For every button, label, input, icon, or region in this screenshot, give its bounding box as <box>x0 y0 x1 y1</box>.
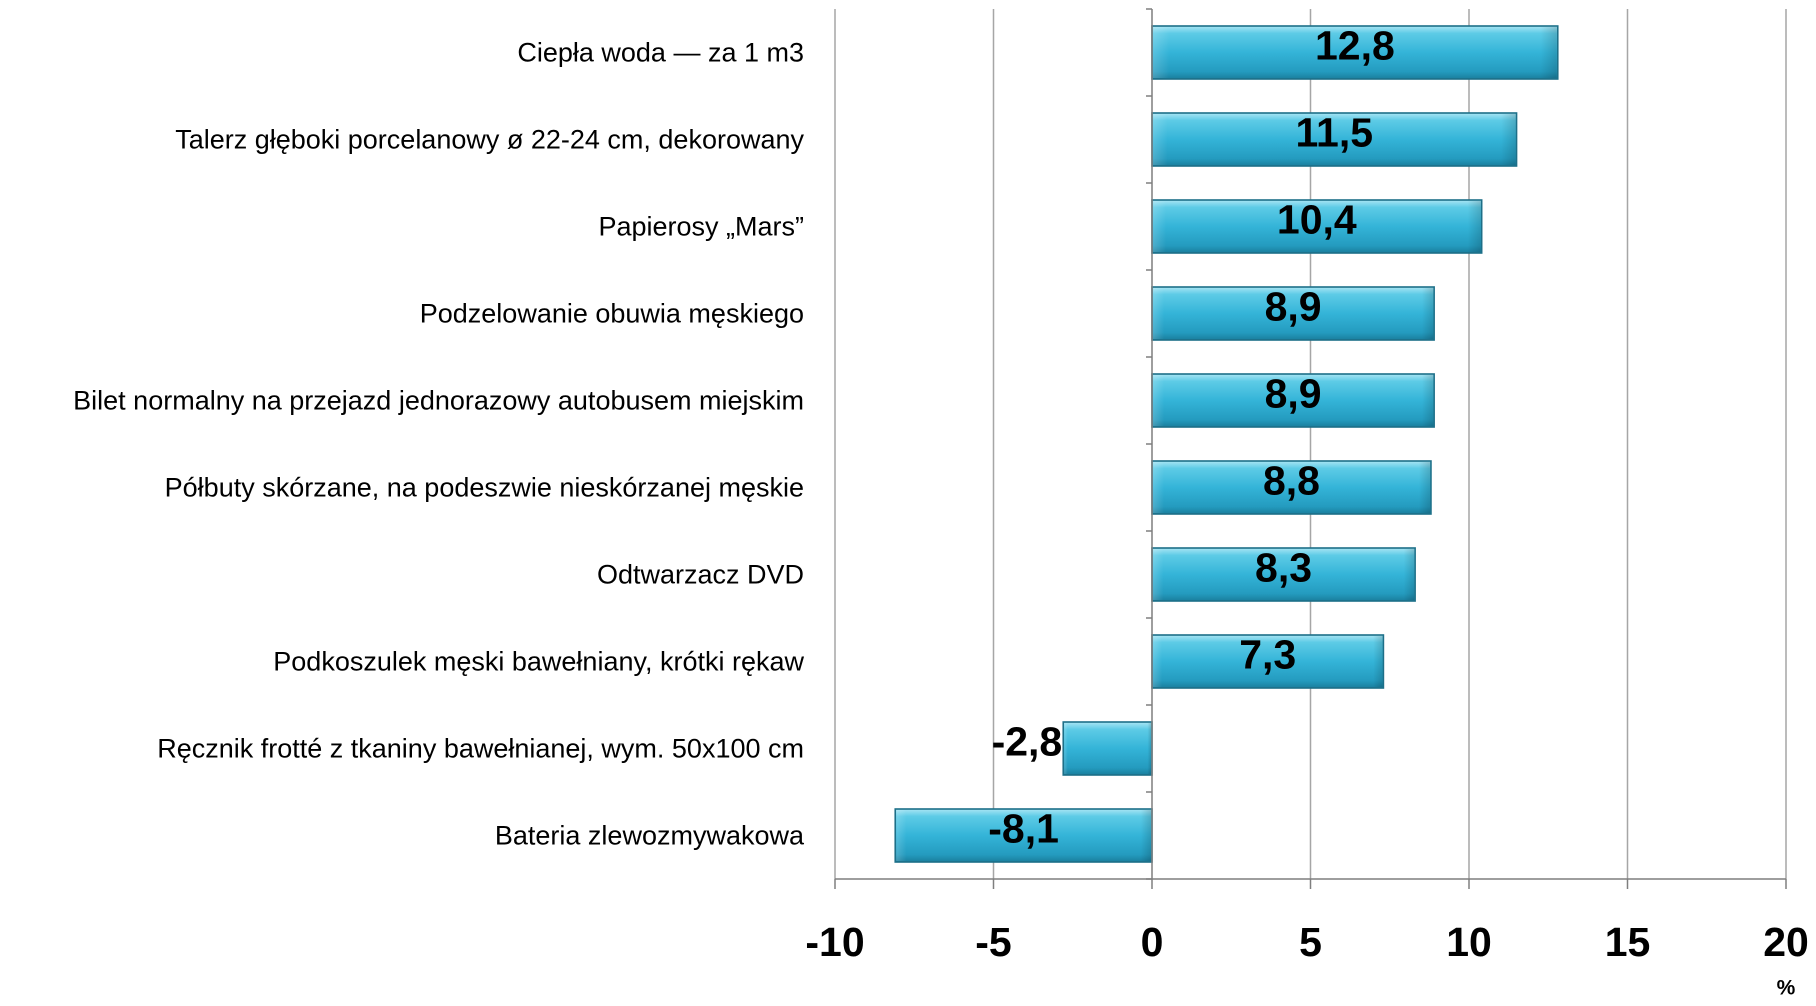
data-label: 10,4 <box>1277 197 1357 243</box>
category-label: Podzelowanie obuwia męskiego <box>420 299 804 329</box>
category-label: Ręcznik frotté z tkaniny bawełnianej, wy… <box>157 734 804 764</box>
category-label: Ciepła woda — za 1 m3 <box>517 38 804 68</box>
x-tick-label: 5 <box>1299 919 1322 965</box>
category-label: Półbuty skórzane, na podeszwie nieskórza… <box>165 473 804 503</box>
category-label: Bilet normalny na przejazd jednorazowy a… <box>73 386 804 416</box>
data-label: 11,5 <box>1296 110 1374 156</box>
bar <box>1062 721 1153 776</box>
category-label: Papierosy „Mars” <box>598 212 804 242</box>
x-axis-unit-label: % <box>1777 977 1796 1000</box>
category-label: Bateria zlewozmywakowa <box>495 821 805 851</box>
category-label: Talerz głęboki porcelanowy ø 22-24 cm, d… <box>175 125 804 155</box>
category-label: Podkoszulek męski bawełniany, krótki ręk… <box>273 647 804 677</box>
x-tick-label: 20 <box>1763 919 1809 965</box>
data-label: -2,8 <box>992 719 1063 765</box>
data-label: -8,1 <box>988 806 1059 852</box>
data-label: 8,3 <box>1255 545 1312 591</box>
category-label: Odtwarzacz DVD <box>597 560 804 590</box>
x-tick-label: 0 <box>1141 919 1164 965</box>
data-label: 12,8 <box>1315 23 1395 69</box>
x-tick-label: -10 <box>805 919 864 965</box>
x-tick-label: 10 <box>1446 919 1492 965</box>
labels: -10 -5 0 5 10 15 20% Ciepła woda — za 1 m3 Taler… <box>73 23 1809 1000</box>
axes <box>834 8 1787 889</box>
data-label: 8,8 <box>1263 458 1320 504</box>
x-tick-label: -5 <box>975 919 1011 965</box>
data-label: 8,9 <box>1265 371 1322 417</box>
x-tick-label: 15 <box>1605 919 1651 965</box>
data-label: 8,9 <box>1265 284 1322 330</box>
data-label: 7,3 <box>1239 632 1296 678</box>
